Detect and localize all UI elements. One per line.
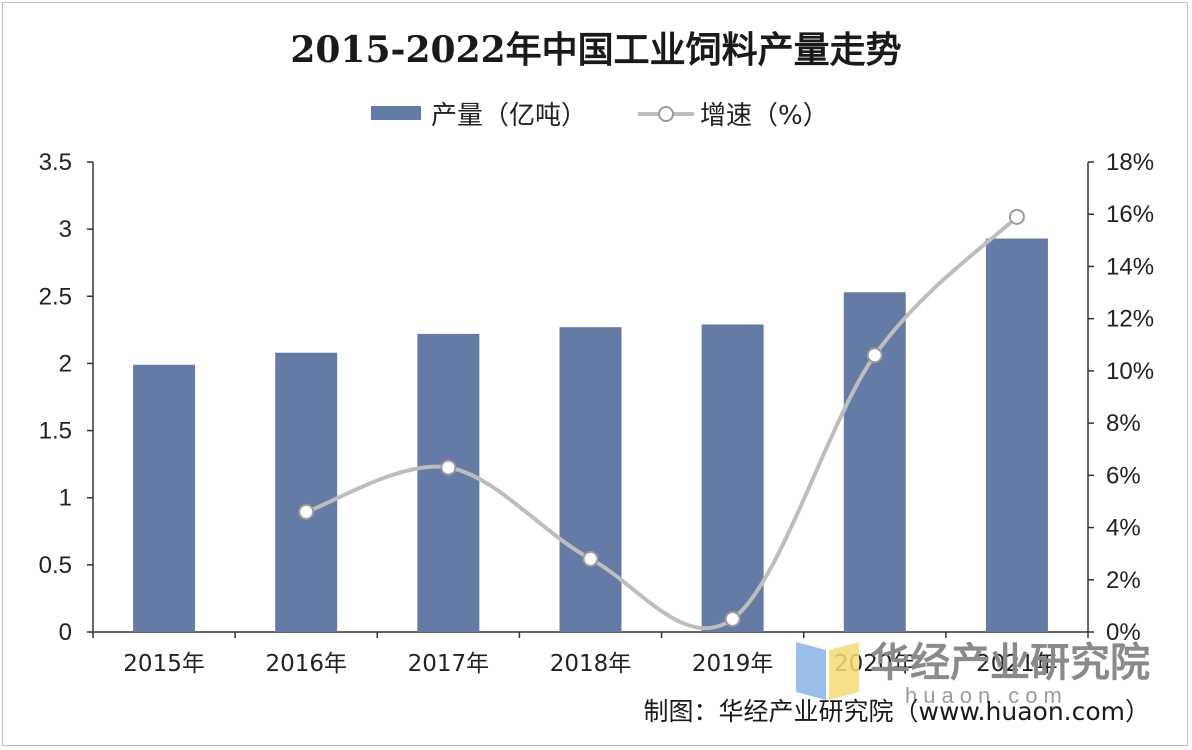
bar [417, 333, 480, 632]
right-tick-label: 6% [1106, 462, 1141, 489]
growth-point [440, 459, 457, 476]
right-tick-label: 18% [1106, 149, 1154, 176]
bar [559, 327, 622, 632]
watermark: 华经产业研究院 huaon.com [796, 640, 1150, 708]
left-tick-label: 0.5 [39, 552, 72, 579]
source-note: 制图：华经产业研究院（www.huaon.com） [644, 697, 1150, 726]
left-tick-label: 3.5 [39, 149, 72, 176]
left-tick-label: 2 [59, 350, 72, 377]
right-tick-label: 12% [1106, 306, 1154, 333]
left-tick-label: 1 [59, 485, 72, 512]
growth-point [582, 550, 599, 567]
bar [843, 292, 906, 632]
watermark-en: huaon.com [905, 683, 1068, 708]
growth-point [298, 503, 315, 520]
bar [133, 364, 196, 632]
right-tick-label: 14% [1106, 253, 1154, 280]
left-tick-label: 1.5 [39, 418, 72, 445]
growth-point [724, 610, 741, 627]
bar [985, 238, 1048, 633]
watermark-logo-icon [796, 642, 859, 700]
legend-bar-swatch [371, 106, 421, 120]
x-tick-label: 2017年 [408, 651, 490, 677]
growth-line [305, 215, 1019, 631]
right-tick-label: 10% [1106, 358, 1154, 385]
bar [275, 352, 338, 632]
growth-point [866, 347, 883, 364]
right-tick-label: 8% [1106, 410, 1141, 437]
left-tick-label: 3 [59, 216, 72, 243]
x-tick-label: 2019年 [692, 651, 774, 677]
right-tick-label: 16% [1106, 201, 1154, 228]
x-tick-label: 2018年 [550, 651, 632, 677]
watermark-cn: 华经产业研究院 [870, 640, 1150, 686]
right-tick-label: 2% [1106, 567, 1141, 594]
legend: 产量（亿吨） 增速（%） [371, 101, 829, 131]
right-tick-label: 4% [1106, 515, 1141, 542]
left-tick-label: 0 [59, 619, 72, 646]
legend-bar-label: 产量（亿吨） [431, 101, 587, 131]
legend-line-label: 增速（%） [700, 101, 829, 131]
x-tick-label: 2016年 [265, 651, 347, 677]
chart-title: 2015-2022年中国工业饲料产量走势 [290, 29, 901, 71]
growth-point [1008, 208, 1025, 225]
x-tick-label: 2021年 [976, 651, 1058, 677]
right-tick-label: 0% [1106, 619, 1141, 646]
legend-line-marker [658, 106, 674, 122]
bar [701, 324, 764, 632]
x-tick-label: 2015年 [123, 651, 205, 677]
left-tick-label: 2.5 [39, 283, 72, 310]
